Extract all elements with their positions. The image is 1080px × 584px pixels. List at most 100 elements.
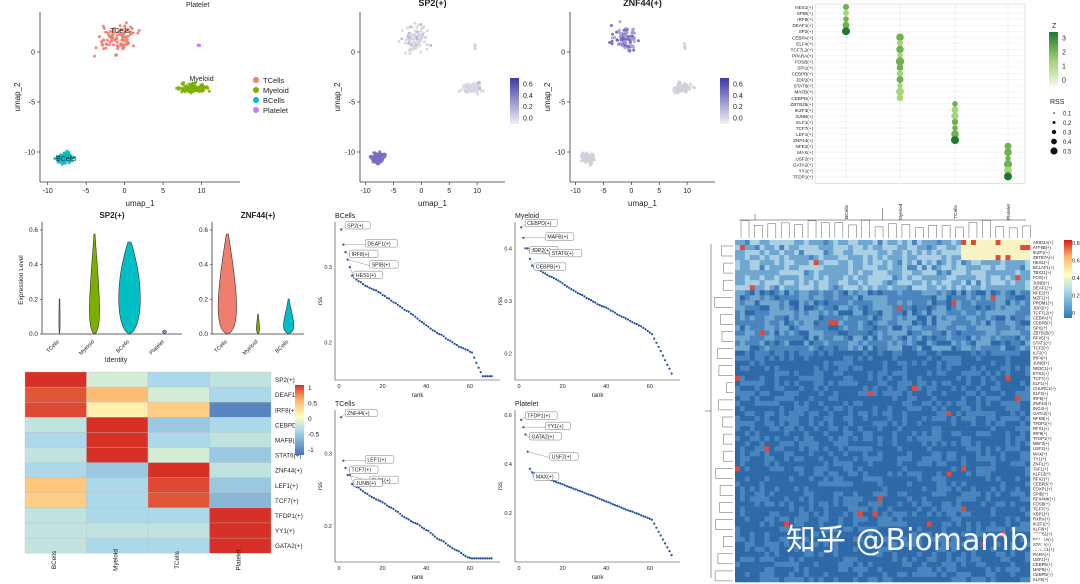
heatmap-cell xyxy=(892,260,898,266)
heatmap-cell xyxy=(951,421,957,427)
heatmap-cell xyxy=(941,426,947,432)
cell-point xyxy=(469,89,473,93)
heatmap-cell xyxy=(916,325,923,331)
heatmap-cell xyxy=(921,405,928,412)
dotplot-gene-label: TCF7(+) xyxy=(796,126,814,131)
heatmap-cell xyxy=(813,345,819,351)
heatmap-cell xyxy=(877,320,883,326)
heatmap-cell xyxy=(794,400,800,407)
heatmap-cell xyxy=(931,385,937,392)
column-dendrogram-branch xyxy=(1022,225,1031,238)
heatmap-cell xyxy=(1010,315,1016,321)
heatmap-cell xyxy=(857,481,864,487)
heatmap-cell xyxy=(985,491,991,497)
heatmap-cell xyxy=(872,481,878,487)
heatmap-cell xyxy=(907,255,913,261)
rank-point xyxy=(594,495,597,498)
heatmap-cell xyxy=(961,431,967,437)
heatmap-cell xyxy=(749,471,755,477)
heatmap-cell xyxy=(946,310,952,316)
heatmap-cell xyxy=(828,511,834,517)
heatmap-cell xyxy=(1020,456,1026,462)
heatmap-cell xyxy=(946,451,952,457)
heatmap-cell xyxy=(1020,516,1026,522)
legend-swatch xyxy=(253,87,259,93)
heatmap-cell xyxy=(744,486,751,492)
heatmap-cell xyxy=(1000,240,1006,246)
dotplot-dot xyxy=(1005,155,1011,161)
heatmap-cell xyxy=(926,350,932,356)
heatmap-cell xyxy=(916,506,923,512)
heatmap-cell xyxy=(749,325,755,331)
rank-point xyxy=(607,307,610,310)
rank-point xyxy=(626,509,630,512)
heatmap-cell xyxy=(887,441,893,447)
heatmap-cell xyxy=(936,411,942,417)
heatmap-cell xyxy=(961,375,967,382)
rank-point xyxy=(464,348,467,351)
heatmap-cell xyxy=(872,240,878,246)
rank-point xyxy=(631,510,634,513)
heatmap-cell xyxy=(912,466,918,472)
heatmap-cell xyxy=(892,411,898,417)
heatmap-cell xyxy=(843,245,849,251)
rss-legend-dot xyxy=(1052,121,1056,124)
heatmap-cell xyxy=(985,426,991,432)
heatmap-cell xyxy=(902,501,908,507)
heatmap-cell xyxy=(1005,355,1011,362)
heatmap-cell xyxy=(823,421,829,427)
heatmap-cell xyxy=(1010,456,1016,462)
heatmap-cell xyxy=(862,506,869,512)
rank-point xyxy=(605,306,608,309)
heatmap-cell xyxy=(995,426,1001,432)
heatmap-cell xyxy=(995,481,1001,487)
heatmap-cell xyxy=(912,315,918,321)
heatmap-cell xyxy=(892,426,898,432)
heatmap-cell xyxy=(877,461,883,467)
heatmap-cell xyxy=(147,462,210,478)
heatmap-cell xyxy=(902,275,908,281)
heatmap-cell xyxy=(86,386,149,403)
heatmap-cell xyxy=(995,431,1001,437)
cell-point xyxy=(615,30,619,34)
heatmap-cell xyxy=(926,431,932,437)
heatmap-cell xyxy=(995,340,1001,346)
dotplot-dot xyxy=(1007,54,1009,57)
heatmap-cell xyxy=(803,476,810,482)
heatmap-cell xyxy=(794,476,800,482)
heatmap-cell xyxy=(902,441,908,447)
heatmap-cell xyxy=(808,421,814,427)
heatmap-cell xyxy=(838,340,844,346)
heatmap-cell xyxy=(995,330,1001,336)
heatmap-cell xyxy=(931,270,937,276)
heatmap-cell xyxy=(803,285,810,291)
heatmap-cell xyxy=(848,400,854,407)
heatmap-cell xyxy=(813,421,819,427)
rank-point xyxy=(475,557,478,560)
rank-point xyxy=(570,486,573,489)
heatmap-cell xyxy=(916,355,923,362)
heatmap-cell xyxy=(961,405,967,412)
heatmap-cell xyxy=(147,432,210,448)
heatmap-cell xyxy=(1005,275,1011,281)
heatmap-cell xyxy=(789,436,795,442)
heatmap-cell xyxy=(798,516,805,522)
heatmap-cell xyxy=(774,320,780,326)
heatmap-cell xyxy=(749,265,755,271)
dotplot-dot xyxy=(951,130,959,138)
heatmap-cell xyxy=(794,255,800,261)
heatmap-cell xyxy=(966,255,972,261)
heatmap-cell xyxy=(926,486,932,492)
heatmap-cell xyxy=(1025,275,1031,281)
heatmap-cell xyxy=(887,385,893,392)
heatmap-cell xyxy=(975,511,982,517)
heatmap-cell xyxy=(975,446,982,452)
heatmap-cell xyxy=(921,305,928,311)
heatmap-cell xyxy=(1020,466,1026,472)
heatmap-cell xyxy=(813,325,819,331)
heatmap-cell xyxy=(966,466,972,472)
dotplot-dot xyxy=(845,115,847,117)
heatmap-cell xyxy=(946,471,952,477)
heatmap-cell xyxy=(1005,330,1011,336)
heatmap-cell xyxy=(744,456,751,462)
